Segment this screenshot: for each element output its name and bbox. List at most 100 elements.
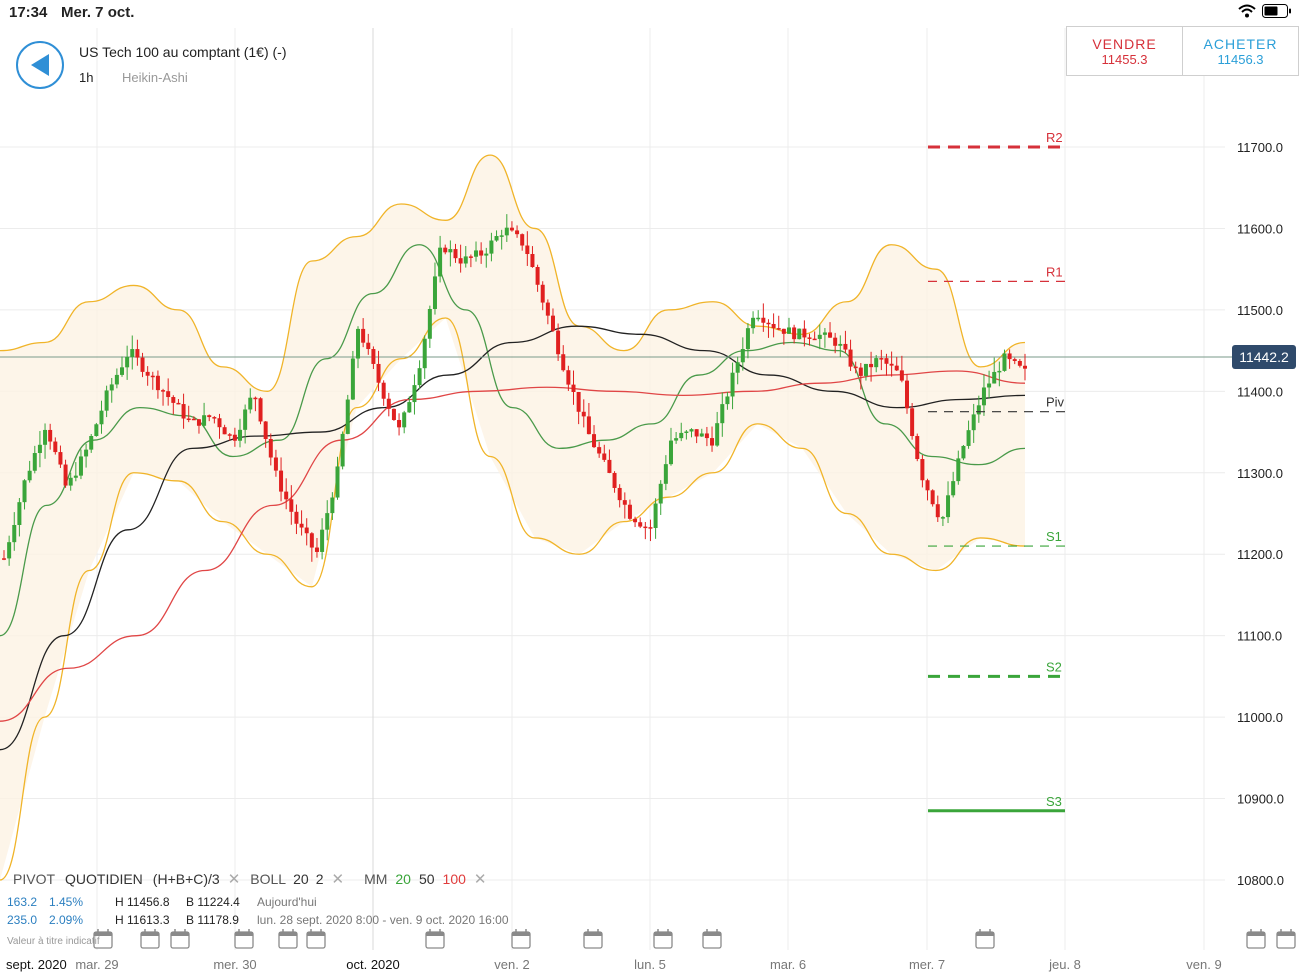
candle bbox=[89, 434, 94, 453]
candle-body bbox=[674, 438, 679, 441]
candle bbox=[689, 428, 694, 438]
candle bbox=[407, 396, 412, 413]
sell-price: 11455.3 bbox=[1101, 52, 1148, 67]
candle bbox=[997, 361, 1002, 387]
remove-boll-icon[interactable]: ✕ bbox=[331, 871, 345, 888]
candle bbox=[740, 337, 745, 371]
date-label: mar. 29 bbox=[75, 957, 118, 972]
calendar-header bbox=[426, 932, 444, 936]
candle-body bbox=[284, 491, 289, 500]
candle bbox=[858, 362, 863, 390]
candle bbox=[99, 400, 104, 434]
candle-body bbox=[884, 358, 889, 364]
remove-pivot-icon[interactable]: ✕ bbox=[227, 871, 241, 888]
candle-body bbox=[617, 487, 622, 501]
candle-body bbox=[474, 250, 479, 257]
candle-body bbox=[935, 504, 940, 518]
legend-mm[interactable]: MM bbox=[364, 871, 388, 887]
date-label: oct. 2020 bbox=[346, 957, 400, 972]
candle bbox=[561, 345, 566, 372]
candle-body bbox=[2, 558, 6, 560]
candle bbox=[417, 360, 422, 390]
candle bbox=[474, 241, 479, 262]
mm50-line bbox=[0, 325, 1026, 751]
candle bbox=[807, 333, 812, 346]
candle bbox=[386, 392, 391, 417]
candle-body bbox=[484, 253, 489, 256]
back-button[interactable] bbox=[16, 41, 64, 89]
sell-button[interactable]: VENDRE 11455.3 bbox=[1067, 27, 1182, 75]
candle-body bbox=[930, 490, 935, 505]
candle bbox=[330, 492, 335, 520]
candle-body bbox=[725, 396, 730, 405]
candle-body bbox=[114, 374, 119, 385]
candle bbox=[612, 471, 617, 493]
candle-body bbox=[258, 398, 263, 422]
candle-body bbox=[889, 363, 894, 366]
candle bbox=[150, 371, 155, 390]
legend-pivot[interactable]: PIVOT bbox=[13, 871, 56, 887]
candle bbox=[104, 385, 109, 418]
candle bbox=[489, 232, 494, 262]
legend-boll[interactable]: BOLL bbox=[250, 871, 287, 887]
candle bbox=[940, 515, 945, 527]
candle-body bbox=[12, 524, 17, 543]
candle-body bbox=[786, 327, 791, 334]
candle bbox=[155, 370, 160, 399]
candle-body bbox=[171, 397, 176, 403]
candle-body bbox=[448, 249, 453, 253]
candle bbox=[325, 500, 330, 541]
candle bbox=[894, 356, 899, 372]
candle bbox=[530, 246, 535, 268]
candle bbox=[422, 335, 427, 379]
today-low: B 11224.4 bbox=[186, 895, 240, 909]
remove-mm-icon[interactable]: ✕ bbox=[473, 871, 487, 888]
candle bbox=[515, 225, 520, 238]
candle bbox=[586, 402, 591, 435]
candle bbox=[238, 418, 243, 448]
date-label: mar. 6 bbox=[770, 957, 806, 972]
candle bbox=[448, 240, 453, 267]
candle-body bbox=[694, 429, 699, 437]
candle bbox=[874, 355, 879, 373]
price-tick-label: 11300.0 bbox=[1237, 466, 1283, 481]
date-label: jeu. 8 bbox=[1048, 957, 1081, 972]
legend-mm50: 50 bbox=[418, 871, 435, 887]
price-tick-label: 10800.0 bbox=[1237, 873, 1284, 888]
candle bbox=[668, 427, 673, 466]
wifi-icon bbox=[1238, 4, 1256, 18]
calendar-icon bbox=[1276, 929, 1296, 949]
timeframe-selector[interactable]: 1h bbox=[79, 70, 94, 85]
candle-body bbox=[710, 438, 715, 446]
candle-body bbox=[386, 398, 391, 409]
candle-body bbox=[489, 240, 494, 254]
candle-body bbox=[325, 513, 330, 530]
candle-body bbox=[530, 254, 535, 268]
date-label: sept. 2020 bbox=[6, 957, 67, 972]
candle bbox=[350, 350, 355, 401]
instrument-title[interactable]: US Tech 100 au comptant (1€) (-) bbox=[79, 44, 287, 60]
candle-body bbox=[253, 397, 258, 400]
candle bbox=[361, 318, 366, 348]
candle-body bbox=[232, 434, 237, 441]
chart-type-selector[interactable]: Heikin-Ashi bbox=[122, 70, 188, 85]
candle-body bbox=[63, 464, 68, 486]
candle bbox=[946, 481, 951, 524]
candle-body bbox=[653, 503, 658, 528]
price-axis: 11700.0 11600.0 11500.0 11400.0 11300.0 11200… bbox=[1237, 140, 1284, 888]
candle bbox=[987, 370, 992, 399]
candle bbox=[366, 333, 371, 355]
buy-button[interactable]: ACHETER 11456.3 bbox=[1182, 27, 1298, 75]
candle-body bbox=[109, 384, 114, 391]
status-bar: 17:34 Mer. 7 oct. bbox=[0, 0, 1300, 26]
candle-body bbox=[320, 529, 325, 552]
date-label: ven. 9 bbox=[1186, 957, 1221, 972]
candle-body bbox=[155, 375, 160, 391]
candle-body bbox=[920, 459, 925, 481]
calendar-header bbox=[1277, 932, 1295, 936]
candle bbox=[371, 346, 376, 369]
candle-body bbox=[971, 414, 976, 431]
candle-body bbox=[371, 349, 376, 364]
candle-body bbox=[689, 429, 694, 432]
